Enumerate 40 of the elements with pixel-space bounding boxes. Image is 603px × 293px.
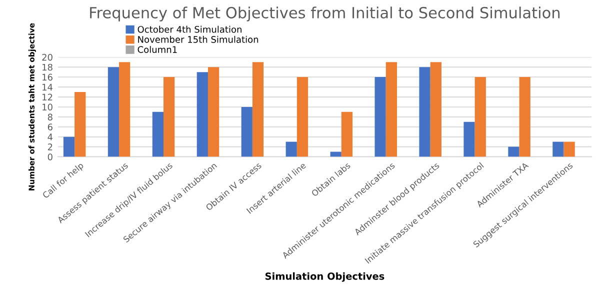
y-tick-label: 10 xyxy=(42,104,52,111)
bar xyxy=(564,142,575,157)
y-tick-label: 8 xyxy=(48,114,52,120)
legend-label: October 4th Simulation xyxy=(138,26,242,33)
y-tick-label: 20 xyxy=(42,54,52,61)
y-tick-label: 2 xyxy=(48,144,52,150)
bar xyxy=(108,67,120,157)
bar xyxy=(464,122,475,157)
bar xyxy=(419,67,430,157)
bar xyxy=(119,62,130,157)
y-tick-label: 0 xyxy=(48,153,52,160)
y-tick-label: 14 xyxy=(42,84,53,90)
bar xyxy=(341,112,353,157)
bar xyxy=(63,136,75,157)
bar xyxy=(74,92,86,157)
y-tick-label: 18 xyxy=(42,64,52,71)
bar xyxy=(508,146,520,157)
bar xyxy=(386,62,397,157)
y-tick-label: 6 xyxy=(48,124,52,130)
bar xyxy=(241,106,252,157)
bar xyxy=(286,142,297,157)
bar xyxy=(474,77,486,157)
bar xyxy=(519,77,530,157)
bar xyxy=(296,77,308,157)
bar xyxy=(252,62,264,157)
y-tick-label: 4 xyxy=(48,134,53,140)
chart-title: Frequency of Met Objectives from Initial to Second Simulation xyxy=(90,6,560,22)
bar xyxy=(430,62,442,157)
bar xyxy=(196,72,208,157)
legend-label: November 15th Simulation xyxy=(138,36,258,43)
y-tick-label: 16 xyxy=(42,74,52,81)
bar xyxy=(152,112,164,157)
y-tick-label: 12 xyxy=(42,94,52,100)
x-axis-title: Simulation Objectives xyxy=(265,272,384,282)
bar xyxy=(164,77,175,157)
bar xyxy=(374,77,386,157)
x-tick-label: Call for help xyxy=(42,162,85,200)
legend-label: Column1 xyxy=(138,46,177,53)
bar xyxy=(552,142,564,157)
bar xyxy=(208,67,220,157)
